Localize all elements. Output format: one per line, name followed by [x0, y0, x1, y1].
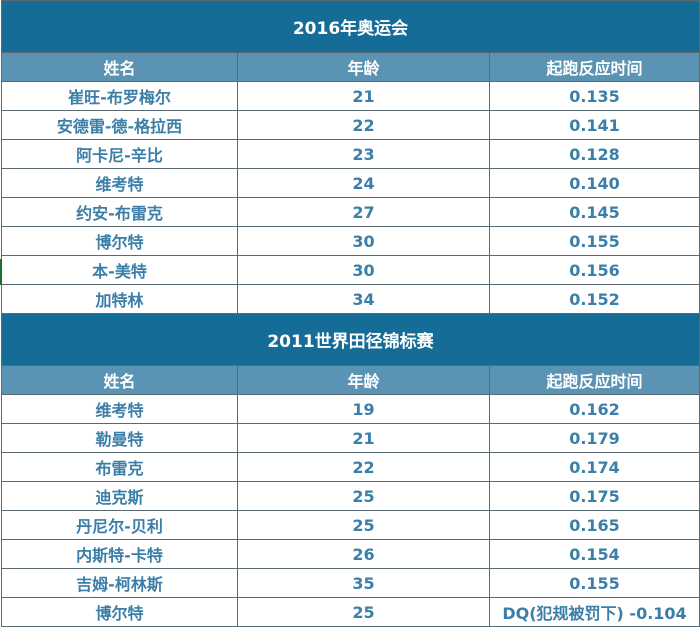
athlete-age: 30	[237, 255, 490, 285]
athlete-name: 安德雷-德-格拉西	[1, 110, 238, 140]
athlete-name: 崔旺-布罗梅尔	[1, 81, 238, 111]
section-title-row: 2011世界田径锦标赛	[0, 313, 700, 366]
reaction-time: 0.156	[488, 255, 700, 285]
athlete-name: 维考特	[1, 168, 238, 198]
athlete-name: 吉姆-柯林斯	[1, 568, 238, 598]
athlete-age: 30	[237, 226, 490, 256]
reaction-time: 0.140	[488, 168, 700, 198]
table-row: 安德雷-德-格拉西 22 0.141	[1, 110, 700, 140]
athlete-age: 19	[237, 394, 490, 424]
table-row: 本-美特 30 0.156	[1, 255, 700, 285]
reaction-time: 0.175	[488, 481, 700, 511]
column-header-row: 姓名 年龄 起跑反应时间	[1, 52, 700, 82]
table-row: 迪克斯 25 0.175	[1, 481, 700, 511]
reaction-time: 0.152	[488, 284, 700, 314]
reaction-time: 0.145	[488, 197, 700, 227]
athlete-age: 27	[237, 197, 490, 227]
athlete-name: 迪克斯	[1, 481, 238, 511]
column-header-name: 姓名	[1, 365, 238, 395]
athlete-age: 26	[237, 539, 490, 569]
athlete-age: 34	[237, 284, 490, 314]
reaction-time: 0.179	[488, 423, 700, 453]
reaction-time: 0.141	[488, 110, 700, 140]
reaction-time: 0.128	[488, 139, 700, 169]
column-header-name: 姓名	[1, 52, 238, 82]
table-row: 维考特 19 0.162	[1, 394, 700, 424]
athlete-age: 25	[237, 597, 490, 627]
athlete-age: 22	[237, 110, 490, 140]
athlete-name: 内斯特-卡特	[1, 539, 238, 569]
athlete-age: 25	[237, 481, 490, 511]
table-row: 内斯特-卡特 26 0.154	[1, 539, 700, 569]
section-title: 2011世界田径锦标赛	[0, 313, 700, 366]
column-header-reaction-time: 起跑反应时间	[488, 365, 700, 395]
table-row: 维考特 24 0.140	[1, 168, 700, 198]
athlete-age: 35	[237, 568, 490, 598]
section-title-row: 2016年奥运会	[0, 0, 700, 53]
athlete-name: 阿卡尼-辛比	[1, 139, 238, 169]
athlete-name: 本-美特	[1, 255, 238, 285]
reaction-time: 0.155	[488, 226, 700, 256]
reaction-time: 0.135	[488, 81, 700, 111]
athlete-name: 维考特	[1, 394, 238, 424]
reaction-time: DQ(犯规被罚下) -0.104	[488, 597, 700, 627]
athlete-age: 25	[237, 510, 490, 540]
column-header-age: 年龄	[237, 365, 490, 395]
athlete-name: 勒曼特	[1, 423, 238, 453]
table-row: 阿卡尼-辛比 23 0.128	[1, 139, 700, 169]
reaction-time: 0.155	[488, 568, 700, 598]
athlete-age: 23	[237, 139, 490, 169]
reaction-time: 0.174	[488, 452, 700, 482]
athlete-age: 22	[237, 452, 490, 482]
table-row: 吉姆-柯林斯 35 0.155	[1, 568, 700, 598]
athlete-name: 丹尼尔-贝利	[1, 510, 238, 540]
column-header-age: 年龄	[237, 52, 490, 82]
athlete-name: 约安-布雷克	[1, 197, 238, 227]
table-row: 勒曼特 21 0.179	[1, 423, 700, 453]
reaction-time: 0.165	[488, 510, 700, 540]
athlete-name: 布雷克	[1, 452, 238, 482]
section-title: 2016年奥运会	[0, 0, 700, 53]
table-row: 加特林 34 0.152	[1, 284, 700, 314]
table-row: 博尔特 25 DQ(犯规被罚下) -0.104	[1, 597, 700, 627]
athlete-name: 加特林	[1, 284, 238, 314]
athlete-name: 博尔特	[1, 597, 238, 627]
athlete-age: 21	[237, 81, 490, 111]
table-row: 布雷克 22 0.174	[1, 452, 700, 482]
table-row: 博尔特 30 0.155	[1, 226, 700, 256]
reaction-time: 0.154	[488, 539, 700, 569]
table-row: 丹尼尔-贝利 25 0.165	[1, 510, 700, 540]
column-header-row: 姓名 年龄 起跑反应时间	[1, 365, 700, 395]
left-edge-marker	[0, 259, 2, 285]
column-header-reaction-time: 起跑反应时间	[488, 52, 700, 82]
table-row: 崔旺-布罗梅尔 21 0.135	[1, 81, 700, 111]
athlete-name: 博尔特	[1, 226, 238, 256]
athlete-age: 21	[237, 423, 490, 453]
athlete-age: 24	[237, 168, 490, 198]
table-row: 约安-布雷克 27 0.145	[1, 197, 700, 227]
reaction-time: 0.162	[488, 394, 700, 424]
